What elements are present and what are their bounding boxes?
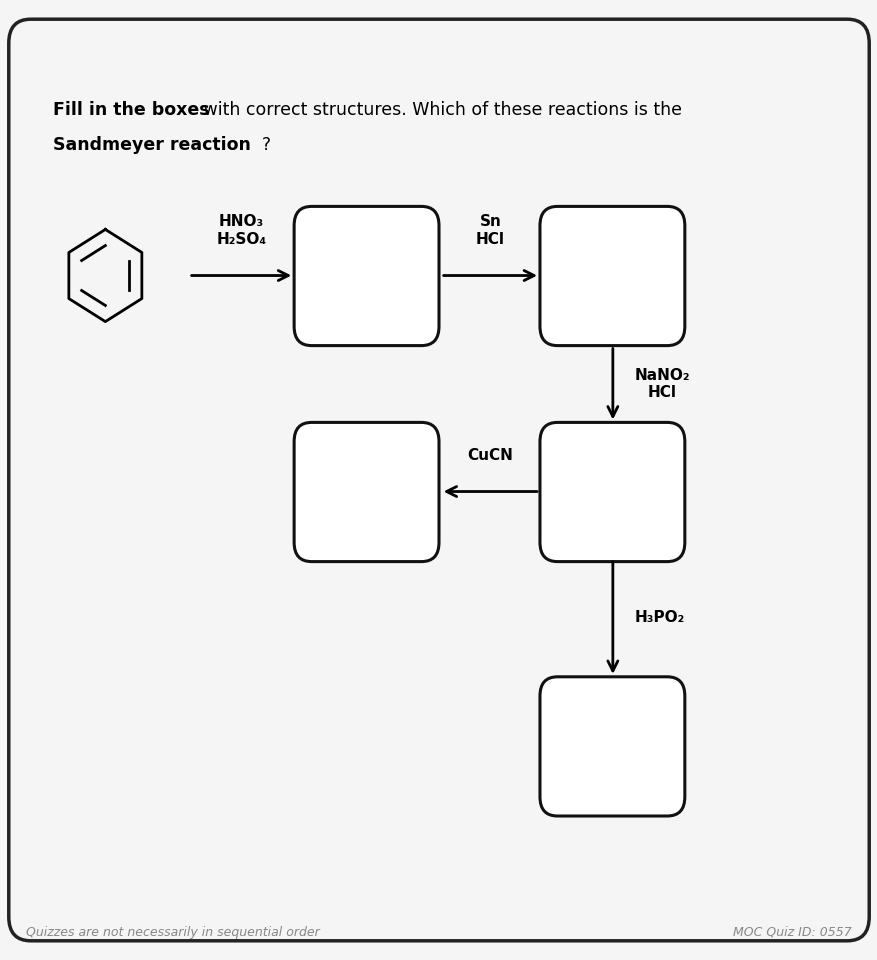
Text: with correct structures. Which of these reactions is the: with correct structures. Which of these … xyxy=(197,101,681,119)
Text: Fill in the boxes: Fill in the boxes xyxy=(53,101,209,119)
Text: Sandmeyer reaction: Sandmeyer reaction xyxy=(53,136,250,155)
Text: Sn
HCl: Sn HCl xyxy=(475,214,504,247)
FancyBboxPatch shape xyxy=(9,19,868,941)
FancyBboxPatch shape xyxy=(539,422,684,562)
FancyBboxPatch shape xyxy=(539,206,684,346)
Text: MOC Quiz ID: 0557: MOC Quiz ID: 0557 xyxy=(732,925,851,939)
Text: ?: ? xyxy=(261,136,270,155)
Text: H₃PO₂: H₃PO₂ xyxy=(634,611,684,625)
FancyBboxPatch shape xyxy=(294,206,438,346)
Text: HNO₃
H₂SO₄: HNO₃ H₂SO₄ xyxy=(216,214,267,247)
FancyBboxPatch shape xyxy=(539,677,684,816)
Text: Quizzes are not necessarily in sequential order: Quizzes are not necessarily in sequentia… xyxy=(26,925,320,939)
FancyBboxPatch shape xyxy=(294,422,438,562)
Text: NaNO₂
HCl: NaNO₂ HCl xyxy=(634,368,689,400)
Text: CuCN: CuCN xyxy=(467,447,513,463)
